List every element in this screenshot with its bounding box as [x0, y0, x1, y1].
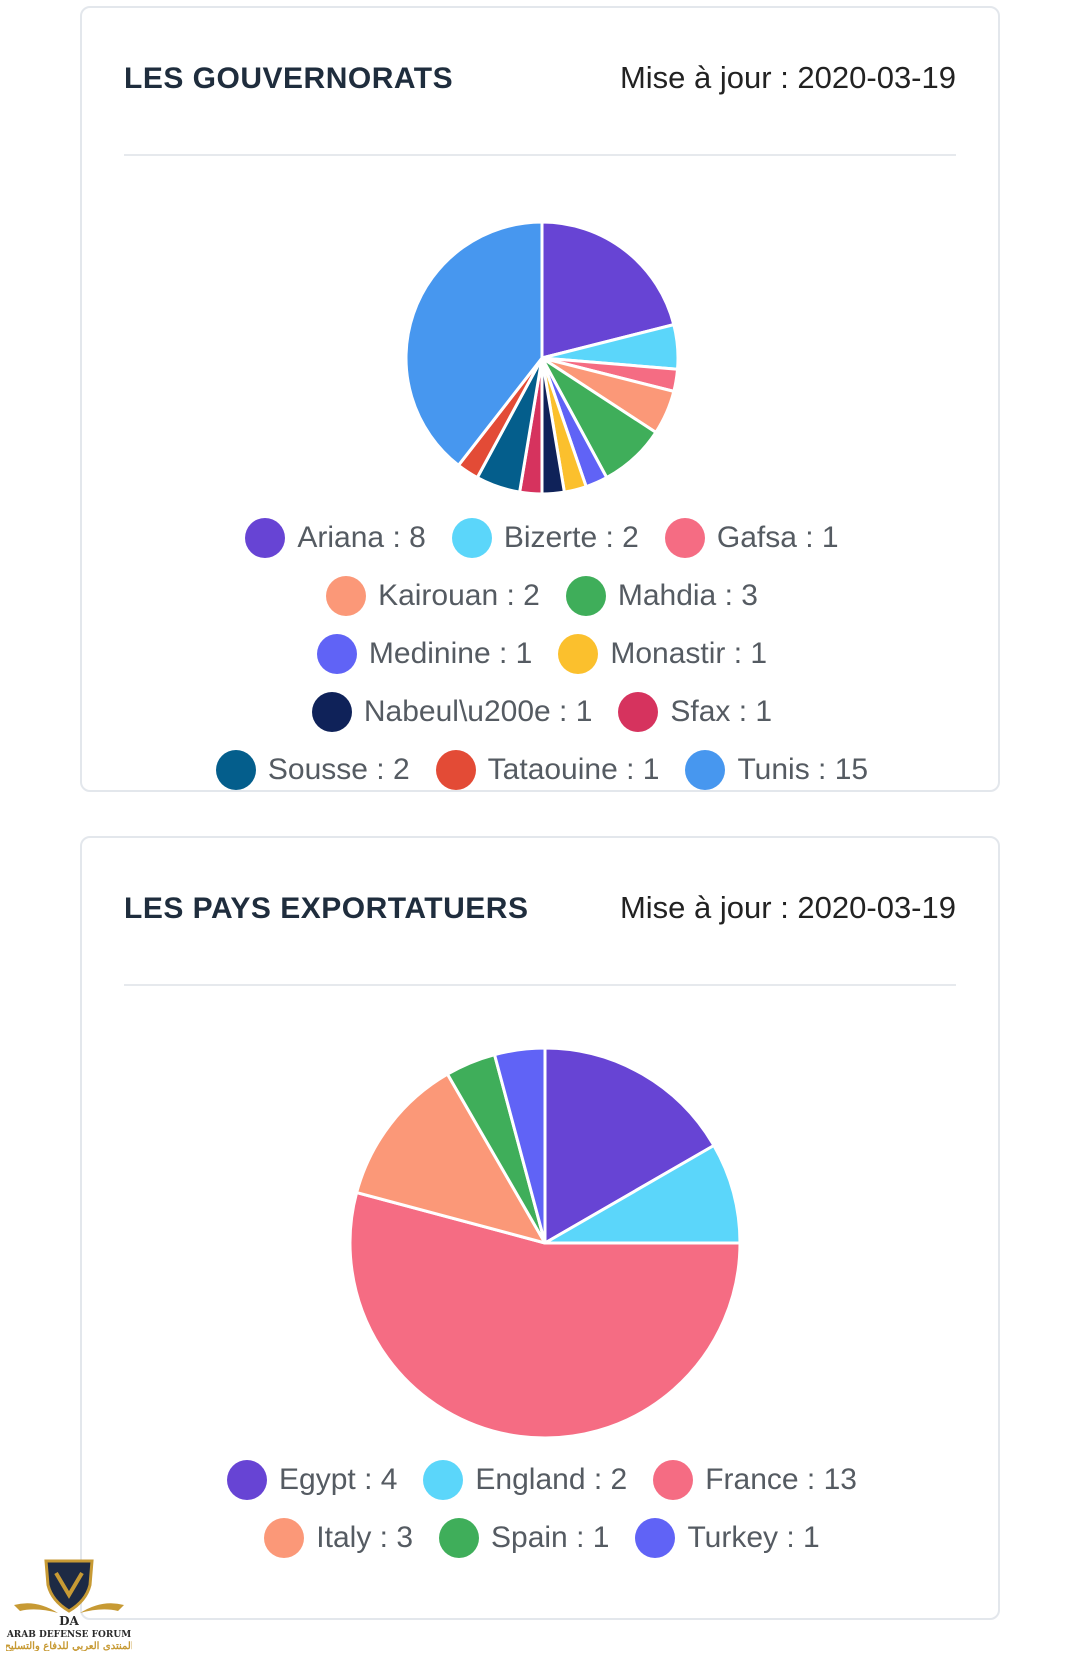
governorates-card: LES GOUVERNORATS Mise à jour : 2020-03-1…: [80, 6, 1000, 792]
legend-label: Tataouine : 1: [487, 753, 660, 786]
legend-label: England : 2: [475, 1463, 628, 1496]
legend-label: France : 13: [705, 1463, 857, 1496]
legend-swatch: [618, 692, 659, 732]
legend-label: Italy : 3: [316, 1521, 414, 1554]
card-header: LES GOUVERNORATS Mise à jour : 2020-03-1…: [124, 8, 956, 156]
legend-swatch: [435, 750, 476, 790]
legend-label: Spain : 1: [491, 1521, 610, 1554]
card-title: LES GOUVERNORATS: [124, 62, 454, 95]
legend-item[interactable]: Ariana : 8: [245, 518, 426, 558]
card-title: LES PAYS EXPORTATUERS: [124, 892, 529, 925]
legend-label: Gafsa : 1: [716, 521, 839, 554]
legend-swatch: [635, 1518, 676, 1558]
governorates-pie-chart[interactable]: [404, 220, 680, 496]
legend-label: Tunis : 15: [737, 753, 869, 786]
legend-item[interactable]: France : 13: [653, 1460, 857, 1500]
legend-swatch: [685, 750, 726, 790]
legend-item[interactable]: Bizerte : 2: [451, 518, 639, 558]
card-header: LES PAYS EXPORTATUERS Mise à jour : 2020…: [124, 838, 956, 986]
legend-item[interactable]: Nabeul\u200e : 1: [311, 692, 593, 732]
legend-swatch: [653, 1460, 694, 1500]
legend-item[interactable]: Mahdia : 3: [565, 576, 758, 616]
legend-swatch: [451, 518, 492, 558]
legend-item[interactable]: Italy : 3: [264, 1518, 413, 1558]
wing-left-icon: [14, 1603, 58, 1613]
legend-swatch: [664, 518, 705, 558]
legend-item[interactable]: Tataouine : 1: [435, 750, 660, 790]
legend-label: Nabeul\u200e : 1: [363, 695, 593, 728]
watermark-line2: المنتدى العربي للدفاع والتسليح: [6, 1641, 132, 1651]
pie-slice-turkey[interactable]: [493, 1046, 547, 1245]
legend-item[interactable]: Gafsa : 1: [664, 518, 839, 558]
pie-slice-egypt[interactable]: [543, 1046, 716, 1245]
watermark-emblem: DA: [59, 1614, 79, 1628]
legend-item[interactable]: Monastir : 1: [558, 634, 767, 674]
legend-item[interactable]: Tunis : 15: [685, 750, 868, 790]
legend-swatch: [565, 576, 606, 616]
pie-slice-england[interactable]: [543, 1144, 742, 1245]
exporting-countries-card: LES PAYS EXPORTATUERS Mise à jour : 2020…: [80, 836, 1000, 1620]
legend-item[interactable]: Sfax : 1: [618, 692, 772, 732]
legend-swatch: [326, 576, 367, 616]
shield-icon: [44, 1559, 94, 1613]
legend-item[interactable]: Medinine : 1: [316, 634, 533, 674]
pie-slice-ariana[interactable]: [540, 220, 676, 360]
legend-swatch: [439, 1518, 480, 1558]
legend-swatch: [215, 750, 256, 790]
legend-label: Sfax : 1: [670, 695, 773, 728]
legend-label: Monastir : 1: [610, 637, 768, 670]
legend-swatch: [311, 692, 352, 732]
legend-item[interactable]: Egypt : 4: [227, 1460, 397, 1500]
legend-swatch: [227, 1460, 268, 1500]
legend-label: Mahdia : 3: [617, 579, 758, 612]
arab-defense-forum-watermark: DA ARAB DEFENSE FORUM المنتدى العربي للد…: [6, 1559, 132, 1651]
update-date: Mise à jour : 2020-03-19: [619, 890, 956, 925]
legend-label: Kairouan : 2: [378, 579, 540, 612]
watermark-line1: ARAB DEFENSE FORUM: [6, 1630, 131, 1640]
governorates-legend: Ariana : 8 Bizerte : 2 Gafsa : 1 Kairouan :…: [197, 518, 887, 790]
legend-label: Bizerte : 2: [503, 521, 639, 554]
shield-chevron-icon: [54, 1571, 84, 1599]
countries-pie-chart[interactable]: [348, 1046, 742, 1440]
legend-label: Egypt : 4: [279, 1463, 398, 1496]
legend-swatch: [316, 634, 357, 674]
legend-swatch: [264, 1518, 305, 1558]
legend-item[interactable]: Turkey : 1: [635, 1518, 820, 1558]
legend-item[interactable]: Spain : 1: [439, 1518, 609, 1558]
legend-swatch: [423, 1460, 464, 1500]
legend-label: Sousse : 2: [267, 753, 410, 786]
pie-slice-france[interactable]: [348, 1191, 742, 1440]
legend-swatch: [558, 634, 599, 674]
legend-swatch: [245, 518, 286, 558]
legend-label: Turkey : 1: [687, 1521, 820, 1554]
wing-right-icon: [80, 1603, 124, 1613]
pie-slice-italy[interactable]: [355, 1072, 547, 1245]
legend-item[interactable]: Sousse : 2: [215, 750, 410, 790]
legend-item[interactable]: Kairouan : 2: [326, 576, 540, 616]
update-date: Mise à jour : 2020-03-19: [619, 60, 956, 95]
legend-label: Medinine : 1: [368, 637, 533, 670]
legend-label: Ariana : 8: [297, 521, 426, 554]
legend-item[interactable]: England : 2: [423, 1460, 627, 1500]
countries-legend: Egypt : 4 England : 2 France : 13 Italy : 3…: [197, 1460, 887, 1558]
pie-slice-tunis[interactable]: [404, 220, 544, 467]
